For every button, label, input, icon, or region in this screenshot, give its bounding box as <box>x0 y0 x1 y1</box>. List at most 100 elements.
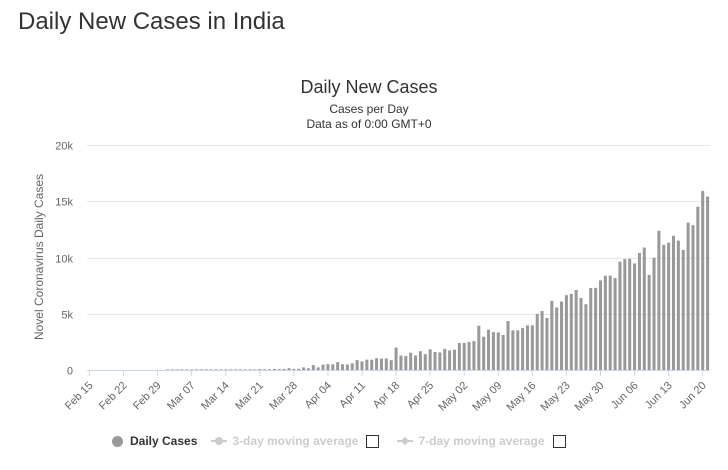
bar[interactable]: Apr 08: 485 <box>345 364 349 370</box>
legend-item-daily-cases[interactable]: Daily Cases <box>112 434 197 448</box>
bar[interactable]: Mar 19: 25 <box>248 369 252 370</box>
bar[interactable]: May 22: 6088 <box>560 301 564 370</box>
bar[interactable]: Mar 03: 1 <box>170 369 174 370</box>
bar[interactable]: Apr 02: 235 <box>316 367 320 370</box>
bar[interactable]: May 07: 3587 <box>487 329 491 370</box>
bar[interactable]: May 11: 4353 <box>506 321 510 370</box>
bar[interactable]: Jun 11: 12375 <box>657 230 661 370</box>
bar[interactable]: May 25: 7113 <box>574 289 578 370</box>
bar[interactable]: Mar 10: 15 <box>204 369 208 370</box>
bar[interactable]: Apr 16: 1029 <box>384 358 388 370</box>
bar[interactable]: Mar 16: 17 <box>233 369 237 370</box>
bar[interactable]: May 27: 5843 <box>584 304 588 370</box>
bar[interactable]: Mar 09: 9 <box>199 369 203 370</box>
bar[interactable]: Jun 09: 8442 <box>647 275 651 370</box>
bar[interactable]: Jun 13: 11320 <box>667 242 671 370</box>
bar[interactable]: Jun 07: 10408 <box>637 252 641 370</box>
bar[interactable]: Jun 02: 8171 <box>613 278 617 370</box>
bar[interactable]: Apr 09: 591 <box>350 363 354 370</box>
bar[interactable]: May 01: 2396 <box>457 343 461 370</box>
bar[interactable]: Mar 17: 23 <box>238 369 242 370</box>
bar[interactable]: Mar 13: 8 <box>219 369 223 370</box>
bar[interactable]: May 21: 5553 <box>555 307 559 370</box>
bar[interactable]: May 19: 4630 <box>545 317 549 370</box>
bar[interactable]: Apr 05: 505 <box>331 364 335 370</box>
bar[interactable]: Jun 17: 13103 <box>686 222 690 370</box>
checkbox-7-day-average[interactable] <box>552 434 566 448</box>
bar[interactable]: May 16: 3970 <box>530 325 534 370</box>
bar[interactable]: Jun 08: 10882 <box>642 247 646 370</box>
bar[interactable]: Mar 29: 110 <box>297 368 301 370</box>
bar[interactable]: Mar 31: 150 <box>306 368 310 370</box>
bar[interactable]: Mar 05: 2 <box>180 369 184 370</box>
bar[interactable]: May 02: 2411 <box>462 342 466 370</box>
bar[interactable]: Apr 04: 525 <box>326 364 330 370</box>
bar[interactable]: Apr 14: 1054 <box>375 358 379 370</box>
bar[interactable]: May 28: 7293 <box>589 287 593 370</box>
bar[interactable]: May 24: 6767 <box>569 293 573 370</box>
bar[interactable]: Jun 10: 9985 <box>652 257 656 370</box>
bar[interactable]: Jun 04: 9851 <box>623 259 627 370</box>
bar[interactable]: Apr 26: 1607 <box>433 351 437 370</box>
bar[interactable]: May 26: 6414 <box>579 297 583 370</box>
bar[interactable]: Mar 07: 3 <box>190 369 194 370</box>
bar[interactable]: May 17: 4987 <box>535 313 539 370</box>
bar[interactable]: Jun 18: 12881 <box>691 225 695 370</box>
checkbox-3-day-average[interactable] <box>366 434 380 448</box>
bar[interactable]: Apr 30: 1801 <box>452 349 456 370</box>
bar[interactable]: May 18: 5242 <box>540 311 544 370</box>
bar[interactable]: Apr 15: 1006 <box>379 358 383 370</box>
bar[interactable]: Mar 18: 14 <box>243 369 247 370</box>
bar[interactable]: Mar 12: 13 <box>214 369 218 370</box>
bar[interactable]: Apr 18: 1993 <box>394 347 398 370</box>
bar[interactable]: May 12: 3524 <box>511 330 515 370</box>
bar[interactable]: Mar 28: 100 <box>292 368 296 371</box>
bar[interactable]: Apr 13: 909 <box>370 359 374 370</box>
bar[interactable]: Apr 12: 918 <box>365 359 369 370</box>
bar[interactable]: Mar 15: 23 <box>229 369 233 370</box>
bar[interactable]: May 09: 3344 <box>496 332 500 370</box>
bar[interactable]: Mar 26: 88 <box>282 369 286 370</box>
bar[interactable]: Mar 08: 5 <box>195 369 199 370</box>
bar[interactable]: Mar 30: 230 <box>302 367 306 370</box>
bar[interactable]: Mar 04: 22 <box>175 369 179 370</box>
bar[interactable]: May 15: 3967 <box>525 325 529 370</box>
bar[interactable]: Apr 24: 1408 <box>423 354 427 370</box>
bar[interactable]: Apr 03: 478 <box>321 364 325 370</box>
bar[interactable]: Apr 06: 704 <box>336 362 340 370</box>
bar[interactable]: May 29: 7300 <box>594 287 598 371</box>
bar[interactable]: Jun 19: 14516 <box>696 206 700 370</box>
legend-item-3-day-average[interactable]: 3-day moving average <box>211 434 383 448</box>
legend-item-7-day-average[interactable]: 7-day moving average <box>397 434 569 448</box>
bar[interactable]: Apr 10: 896 <box>355 359 359 370</box>
bar[interactable]: May 20: 6147 <box>550 300 554 370</box>
bar[interactable]: Apr 29: 1738 <box>448 350 452 370</box>
bar[interactable]: Apr 27: 1561 <box>438 352 442 370</box>
bar[interactable]: Mar 14: 11 <box>224 369 228 370</box>
bar[interactable]: May 31: 8380 <box>603 275 607 370</box>
bar[interactable]: May 30: 7964 <box>598 280 602 370</box>
bar[interactable]: Mar 27: 160 <box>287 368 291 370</box>
bar[interactable]: Jun 20: 15918 <box>701 190 705 370</box>
bar[interactable]: May 13: 3525 <box>516 330 520 370</box>
bar[interactable]: Jun 03: 9633 <box>618 261 622 370</box>
bar[interactable]: Apr 11: 768 <box>360 361 364 370</box>
bar[interactable]: Mar 02: 2 <box>165 369 169 370</box>
bar[interactable]: Apr 21: 1537 <box>409 352 413 370</box>
bar[interactable]: Jun 14: 11929 <box>671 235 676 370</box>
bar[interactable]: Mar 21: 77 <box>258 369 262 370</box>
bar[interactable]: Jun 15: 11502 <box>676 240 680 370</box>
bar[interactable]: Jun 05: 9887 <box>628 258 632 370</box>
bar[interactable]: Apr 07: 508 <box>341 364 345 370</box>
bar[interactable]: Jun 12: 11128 <box>662 244 666 370</box>
bar[interactable]: May 06: 2963 <box>482 336 486 370</box>
bar[interactable]: May 03: 2487 <box>467 342 471 370</box>
bar[interactable]: Mar 11: 8 <box>209 369 213 370</box>
bar[interactable]: Mar 20: 54 <box>253 369 257 370</box>
bar[interactable]: May 08: 3364 <box>491 332 495 370</box>
bar[interactable]: Mar 24: 89 <box>272 369 276 370</box>
bar[interactable]: May 05: 3932 <box>477 325 481 370</box>
bar[interactable]: Apr 23: 1667 <box>418 351 422 370</box>
bar[interactable]: Mar 25: 76 <box>277 369 281 370</box>
